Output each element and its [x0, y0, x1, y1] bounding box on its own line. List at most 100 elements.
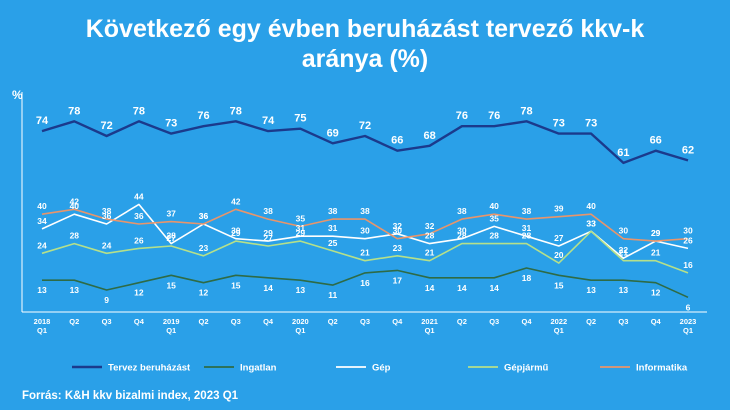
- data-label-ingatlan: 14: [457, 283, 467, 293]
- data-label-gep: 32: [393, 221, 403, 231]
- data-label-informatika: 35: [296, 213, 306, 223]
- data-label-gep: 31: [522, 223, 532, 233]
- data-label-gepjarmu: 28: [457, 231, 467, 241]
- data-label-gep: 30: [360, 226, 370, 236]
- x-tick-label: Q4: [263, 317, 274, 326]
- data-label-tervez-beruhazast: 78: [68, 105, 80, 117]
- data-label-informatika: 38: [522, 206, 532, 216]
- x-tick-label: Q4: [392, 317, 403, 326]
- data-label-gepjarmu: 28: [70, 231, 80, 241]
- data-label-informatika: 29: [651, 228, 661, 238]
- legend-entry-ingatlan: Ingatlan: [240, 363, 277, 374]
- x-tick-label: Q3: [231, 317, 241, 326]
- data-label-gepjarmu: 21: [651, 248, 661, 258]
- data-label-tervez-beruhazast: 72: [359, 120, 371, 132]
- legend-entry-informatika: Informatika: [636, 363, 688, 374]
- data-label-gepjarmu: 25: [328, 238, 338, 248]
- x-tick-label: 2020 Q1: [292, 317, 309, 335]
- x-tick-label: 2018 Q1: [34, 317, 51, 335]
- x-tick-label: Q2: [586, 317, 596, 326]
- x-tick-label: 2023 Q1: [680, 317, 697, 335]
- x-tick-label: Q3: [360, 317, 370, 326]
- data-label-ingatlan: 15: [231, 280, 241, 290]
- data-label-ingatlan: 16: [360, 278, 370, 288]
- data-label-gepjarmu: 21: [360, 248, 370, 258]
- x-tick-label: Q2: [328, 317, 338, 326]
- data-label-informatika: 42: [231, 196, 241, 206]
- data-label-informatika: 30: [619, 226, 629, 236]
- data-label-ingatlan: 13: [619, 285, 629, 295]
- data-label-gep: 36: [199, 211, 209, 221]
- data-label-gep: 22: [619, 245, 629, 255]
- data-label-informatika: 30: [683, 226, 693, 236]
- x-tick-label: 2021 Q1: [421, 317, 438, 335]
- data-label-gepjarmu: 27: [166, 233, 176, 243]
- data-label-ingatlan: 12: [199, 288, 209, 298]
- series-line-gepjarmu: [41, 230, 689, 274]
- data-label-tervez-beruhazast: 78: [133, 105, 145, 117]
- data-label-gep: 35: [489, 213, 499, 223]
- data-label-informatika: 36: [134, 211, 144, 221]
- source-note: Forrás: K&H kkv bizalmi index, 2023 Q1: [22, 390, 239, 402]
- data-label-gepjarmu: 24: [102, 240, 112, 250]
- data-label-gepjarmu: 23: [199, 243, 209, 253]
- data-label-gep: 31: [296, 223, 306, 233]
- x-tick-label: Q4: [521, 317, 532, 326]
- series-line-informatika: [41, 208, 689, 242]
- data-label-tervez-beruhazast: 74: [262, 115, 275, 127]
- data-label-gep: 29: [263, 228, 273, 238]
- data-label-ingatlan: 12: [134, 288, 144, 298]
- data-label-tervez-beruhazast: 75: [294, 113, 306, 125]
- x-tick-label: Q4: [134, 317, 145, 326]
- data-label-ingatlan: 15: [166, 280, 176, 290]
- data-label-gepjarmu: 33: [586, 218, 596, 228]
- data-label-gep: 30: [231, 226, 241, 236]
- series-layer: [41, 120, 689, 299]
- legend: Tervez beruházást Ingatlan Gép Gépjármű Info…: [72, 363, 688, 374]
- data-label-ingatlan: 15: [554, 280, 564, 290]
- data-label-gepjarmu: 24: [37, 240, 47, 250]
- data-label-gepjarmu: 23: [393, 243, 403, 253]
- data-label-tervez-beruhazast: 73: [585, 118, 597, 130]
- x-tick-label: Q4: [651, 317, 662, 326]
- data-label-informatika: 38: [102, 206, 112, 216]
- data-label-ingatlan: 13: [37, 285, 47, 295]
- data-label-informatika: 42: [70, 196, 80, 206]
- data-label-gep: 33: [586, 218, 596, 228]
- data-label-informatika: 38: [328, 206, 338, 216]
- data-label-informatika: 36: [199, 211, 209, 221]
- data-label-gepjarmu: 29: [231, 228, 241, 238]
- x-tick-layer: 2018 Q1 Q2 Q3 Q4 2019 Q1 Q2 Q3 Q4 2020 Q1 Q2 Q3 Q4 2021…: [34, 317, 697, 335]
- data-label-gepjarmu: 16: [683, 260, 693, 270]
- data-label-ingatlan: 11: [328, 290, 337, 300]
- data-label-ingatlan: 14: [263, 283, 273, 293]
- data-label-ingatlan: 17: [393, 275, 403, 285]
- data-label-ingatlan: 13: [70, 285, 80, 295]
- data-label-ingatlan: 14: [425, 283, 435, 293]
- data-label-informatika: 40: [586, 201, 596, 211]
- data-label-informatika: 40: [37, 201, 47, 211]
- data-label-informatika: 40: [489, 201, 499, 211]
- data-label-ingatlan: 12: [651, 288, 661, 298]
- series-line-gep: [41, 203, 689, 260]
- data-label-ingatlan: 14: [489, 283, 499, 293]
- data-label-gepjarmu: 28: [522, 231, 532, 241]
- data-label-informatika: 38: [457, 206, 467, 216]
- data-label-gep: 28: [166, 231, 176, 241]
- data-label-gepjarmu: 28: [489, 231, 499, 241]
- data-label-tervez-beruhazast: 78: [230, 105, 242, 117]
- data-label-tervez-beruhazast: 72: [100, 120, 112, 132]
- data-label-ingatlan: 6: [686, 302, 691, 312]
- x-tick-label: Q3: [618, 317, 628, 326]
- chart-title-line-1: Következő egy évben beruházást tervező k…: [85, 15, 645, 43]
- data-label-ingatlan: 9: [104, 295, 109, 305]
- x-tick-label: Q3: [102, 317, 112, 326]
- data-label-informatika: 38: [360, 206, 370, 216]
- legend-entry-gepjarmu: Gépjármű: [504, 363, 549, 374]
- data-label-ingatlan: 13: [586, 285, 596, 295]
- data-label-tervez-beruhazast: 66: [650, 135, 662, 147]
- data-label-gep: 28: [425, 231, 435, 241]
- chart-title-line-2: aránya (%): [301, 45, 429, 73]
